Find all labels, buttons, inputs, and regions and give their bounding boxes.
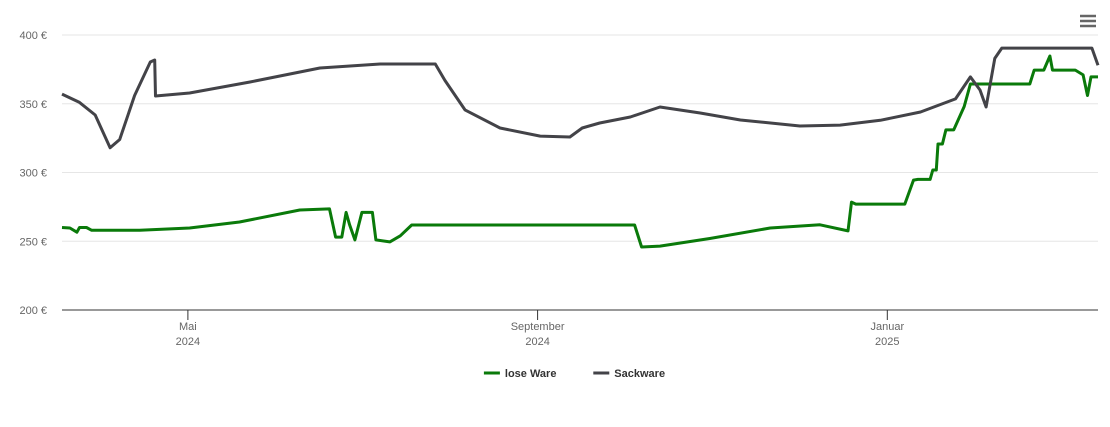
legend-label: Sackware bbox=[614, 368, 665, 380]
legend-label: lose Ware bbox=[505, 368, 557, 380]
y-tick-label: 250 € bbox=[19, 236, 47, 248]
x-tick-label: Januar 2025 bbox=[870, 321, 904, 348]
menu-icon[interactable] bbox=[1078, 12, 1098, 30]
series-line bbox=[61, 54, 1098, 249]
legend-item[interactable]: lose Ware bbox=[483, 368, 557, 380]
legend-item[interactable]: Sackware bbox=[593, 368, 665, 380]
y-tick-label: 300 € bbox=[19, 168, 47, 180]
y-tick-label: 400 € bbox=[19, 30, 47, 42]
x-tick-label: Mai 2024 bbox=[176, 321, 200, 348]
series-line bbox=[61, 46, 1100, 150]
x-tick-label: September 2024 bbox=[511, 321, 565, 348]
y-tick-label: 350 € bbox=[19, 99, 47, 111]
y-tick-label: 200 € bbox=[19, 305, 47, 317]
